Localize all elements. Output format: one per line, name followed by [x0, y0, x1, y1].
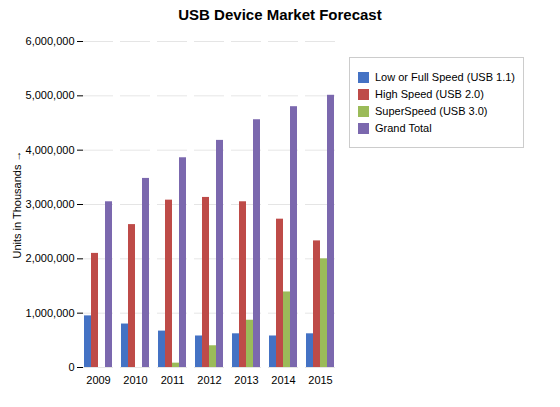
- svg-text:2013: 2013: [234, 374, 258, 386]
- svg-text:1,000,000: 1,000,000: [26, 307, 75, 319]
- svg-text:2015: 2015: [308, 374, 332, 386]
- svg-text:6,000,000: 6,000,000: [26, 35, 75, 47]
- html-text:SuperSpeed (USB 3.0): SuperSpeed (USB 3.0): [375, 105, 488, 117]
- html-text:USB Device Market Forecast: USB Device Market Forecast: [178, 6, 382, 23]
- html-text:High Speed (USB 2.0): High Speed (USB 2.0): [375, 88, 484, 100]
- svg-text:2011: 2011: [161, 374, 185, 386]
- svg-text:5,000,000: 5,000,000: [26, 89, 75, 101]
- svg-text:3,000,000: 3,000,000: [26, 198, 75, 210]
- svg-text:2,000,000: 2,000,000: [26, 252, 75, 264]
- svg-text:4,000,000: 4,000,000: [26, 144, 75, 156]
- svg-text:2014: 2014: [271, 374, 295, 386]
- svg-text:0: 0: [68, 361, 74, 373]
- svg-text:Units in Thousands →: Units in Thousands →: [11, 150, 23, 258]
- svg-text:2012: 2012: [197, 374, 221, 386]
- svg-text:2010: 2010: [123, 374, 147, 386]
- html-text:Low or Full Speed (USB 1.1): Low or Full Speed (USB 1.1): [375, 71, 515, 83]
- html-text:Grand Total: Grand Total: [375, 122, 432, 134]
- svg-text:2009: 2009: [86, 374, 110, 386]
